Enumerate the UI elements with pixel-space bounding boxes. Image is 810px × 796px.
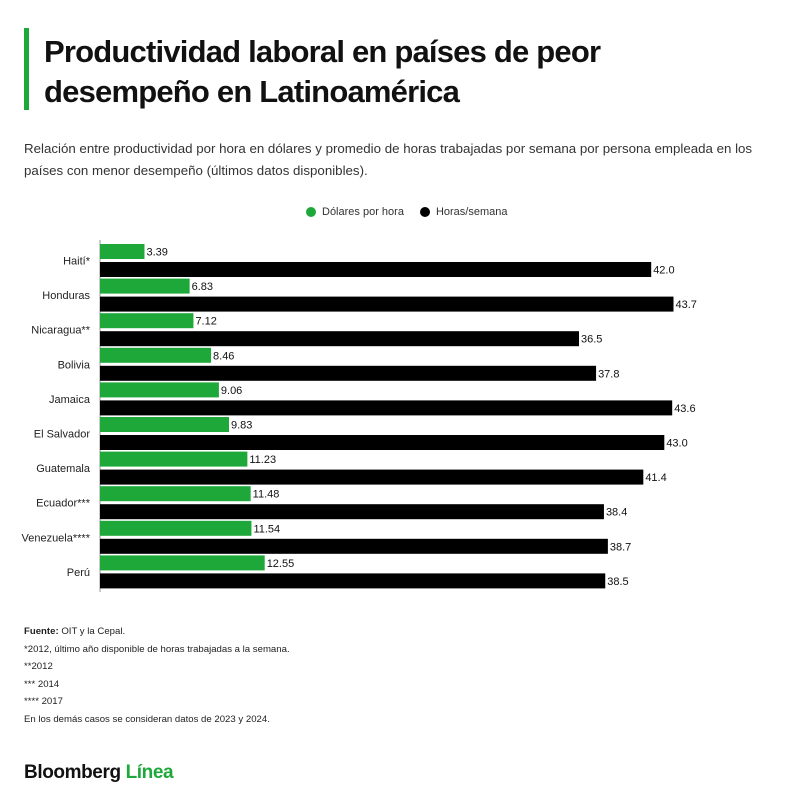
category-label: Haití* (63, 256, 91, 268)
bar-dolares (100, 520, 252, 536)
title-accent-bar (24, 28, 29, 110)
category-label: El Salvador (34, 429, 91, 441)
legend-label: Dólares por hora (322, 206, 404, 218)
category-label: Nicaragua** (31, 325, 90, 337)
category-label: Venezuela**** (21, 532, 90, 544)
footnote: **** 2017 (24, 696, 63, 707)
category-label: Perú (67, 567, 90, 579)
category-label: Guatemala (36, 463, 91, 475)
data-label: 9.06 (221, 385, 242, 397)
data-label: 43.6 (674, 403, 695, 415)
chart-subtitle: Relación entre productividad por hora en… (24, 141, 753, 178)
bar-dolares (100, 555, 265, 571)
footnote: **2012 (24, 661, 53, 672)
bar-horas (100, 400, 673, 416)
data-label: 11.23 (249, 454, 276, 466)
bar-horas (100, 365, 597, 381)
bar-horas (100, 296, 674, 312)
data-label: 7.12 (195, 316, 216, 328)
footnote: *2012, último año disponible de horas tr… (24, 643, 290, 655)
bar-dolares (100, 278, 190, 294)
data-label: 42.0 (653, 265, 674, 277)
legend-label: Horas/semana (435, 206, 508, 218)
data-label: 6.83 (192, 281, 213, 293)
data-label: 41.4 (645, 472, 666, 484)
bar-horas (100, 435, 665, 450)
data-label: 43.7 (676, 299, 697, 311)
bar-dolares (100, 486, 251, 502)
chart-footer: Fuente: OIT y la Cepal. *2012, último añ… (24, 623, 624, 728)
data-label: 37.8 (598, 368, 619, 380)
brand-logo-part1: Bloomberg (24, 762, 126, 783)
legend-swatch-green (306, 207, 316, 217)
chart-legend: Dólares por hora Horas/semana (306, 206, 523, 218)
data-label: 36.5 (581, 334, 602, 346)
data-label: 12.55 (267, 558, 295, 570)
source-text: OIT y la Cepal. (58, 626, 126, 637)
bar-horas (100, 331, 580, 347)
data-label: 43.0 (666, 438, 687, 450)
legend-swatch-black (419, 207, 430, 217)
data-label: 38.5 (607, 576, 628, 588)
category-label: Ecuador*** (36, 498, 91, 510)
data-label: 3.39 (146, 247, 167, 259)
legend-item-dolares: Dólares por hora (306, 206, 404, 218)
legend-item-horas: Horas/semana (419, 206, 508, 218)
bar-chart: Haití* 3.39 42.0 Honduras 6.83 43.7 Nicaragua*… (21, 240, 697, 592)
bar-dolares (100, 451, 248, 467)
bar-dolares (100, 347, 212, 363)
category-label: Honduras (42, 290, 90, 302)
bar-horas (100, 538, 608, 554)
data-label: 11.48 (253, 489, 280, 501)
bar-horas (100, 504, 604, 520)
footnote: *** 2014 (24, 678, 60, 690)
chart-title: Productividad laboral en países de peor … (44, 34, 601, 109)
bar-dolares (100, 417, 230, 432)
data-label: 38.4 (606, 507, 627, 519)
brand-logo-part2: Línea (125, 762, 174, 783)
bar-dolares (100, 382, 219, 398)
source-line: Fuente: OIT y la Cepal. (24, 623, 624, 641)
source-label: Fuente: (24, 626, 59, 637)
category-label: Jamaica (49, 394, 91, 406)
bar-horas (100, 573, 606, 589)
footnote: En los demás casos se consideran datos d… (24, 713, 270, 725)
bar-dolares (100, 313, 194, 329)
bar-dolares (100, 244, 145, 259)
data-label: 11.54 (253, 523, 280, 535)
data-label: 8.46 (213, 350, 234, 362)
bar-horas (100, 469, 644, 485)
data-label: 9.83 (231, 420, 252, 432)
bar-horas (100, 262, 652, 277)
category-label: Bolivia (58, 359, 91, 371)
data-label: 38.7 (610, 541, 631, 553)
brand-logo: Bloomberg Línea (24, 762, 174, 784)
